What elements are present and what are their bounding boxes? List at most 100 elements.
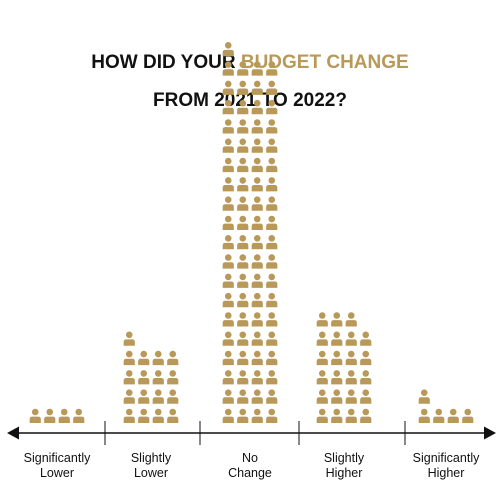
- person-icon: [266, 273, 278, 288]
- person-icon: [251, 273, 263, 288]
- person-icon: [266, 408, 278, 423]
- person-icon: [251, 331, 263, 346]
- person-icon: [237, 331, 249, 346]
- person-icon: [462, 408, 474, 423]
- person-icon: [222, 99, 234, 115]
- person-icon: [123, 350, 135, 366]
- person-icon: [123, 389, 135, 404]
- person-icon: [251, 61, 263, 76]
- person-icon: [345, 370, 357, 385]
- person-icon: [222, 42, 234, 57]
- x-axis-tick-label: No Change: [228, 451, 272, 480]
- person-icon: [360, 370, 372, 385]
- person-icon: [360, 389, 372, 404]
- person-icon: [237, 177, 249, 192]
- person-icon: [418, 389, 430, 404]
- person-icon: [266, 61, 278, 76]
- person-icon: [222, 370, 234, 385]
- person-icon: [266, 177, 278, 192]
- person-icon: [316, 350, 328, 366]
- person-icon: [237, 99, 249, 115]
- person-icon: [266, 254, 278, 269]
- person-icon: [266, 157, 278, 173]
- person-icon: [222, 312, 234, 327]
- person-icon: [331, 312, 343, 327]
- chart-title-highlight: BUDGET CHANGE: [241, 52, 409, 73]
- person-icon: [345, 350, 357, 366]
- x-axis-ticks: [104, 421, 406, 445]
- person-icon: [251, 215, 263, 230]
- person-icon: [251, 80, 263, 95]
- person-icon: [222, 157, 234, 173]
- person-icon: [29, 408, 41, 423]
- person-icon: [360, 350, 372, 366]
- person-icon: [237, 80, 249, 95]
- person-icon: [251, 350, 263, 366]
- person-icon: [167, 408, 179, 423]
- person-icon: [266, 350, 278, 366]
- person-icon: [331, 331, 343, 346]
- person-icon: [123, 331, 135, 346]
- x-axis-tick-label: Slightly Higher: [324, 451, 365, 480]
- person-icon: [237, 312, 249, 327]
- pictogram-icons: [29, 42, 474, 423]
- person-icon: [123, 370, 135, 385]
- person-icon: [222, 177, 234, 192]
- person-icon: [222, 273, 234, 288]
- person-icon: [237, 196, 249, 211]
- person-icon: [237, 273, 249, 288]
- person-icon: [222, 254, 234, 269]
- person-icon: [266, 196, 278, 211]
- person-icon: [167, 389, 179, 404]
- person-icon: [222, 138, 234, 153]
- person-icon: [222, 408, 234, 423]
- person-icon: [152, 408, 164, 423]
- person-icon: [73, 408, 85, 423]
- person-icon: [266, 370, 278, 385]
- person-icon: [222, 350, 234, 366]
- x-axis-tick-label: Significantly Lower: [24, 451, 91, 480]
- person-icon: [266, 215, 278, 230]
- person-icon: [123, 408, 135, 423]
- person-icon: [237, 389, 249, 404]
- person-icon: [266, 312, 278, 327]
- person-icon: [251, 389, 263, 404]
- person-icon: [316, 331, 328, 346]
- person-icon: [222, 331, 234, 346]
- person-icon: [316, 370, 328, 385]
- person-icon: [266, 331, 278, 346]
- person-icon: [345, 312, 357, 327]
- person-icon: [237, 119, 249, 134]
- person-icon: [331, 370, 343, 385]
- person-icon: [345, 331, 357, 346]
- person-icon: [222, 196, 234, 211]
- person-icon: [222, 80, 234, 95]
- person-icon: [316, 408, 328, 423]
- person-icon: [251, 254, 263, 269]
- person-icon: [345, 408, 357, 423]
- x-axis-left-arrow-icon: [7, 426, 19, 440]
- person-icon: [266, 138, 278, 153]
- person-icon: [222, 215, 234, 230]
- person-icon: [251, 157, 263, 173]
- person-icon: [251, 312, 263, 327]
- x-axis-tick-label: Slightly Lower: [131, 451, 172, 480]
- person-icon: [152, 350, 164, 366]
- person-icon: [237, 157, 249, 173]
- person-icon: [266, 389, 278, 404]
- person-icon: [222, 61, 234, 76]
- person-icon: [237, 61, 249, 76]
- person-icon: [251, 119, 263, 134]
- person-icon: [138, 408, 150, 423]
- person-icon: [138, 370, 150, 385]
- person-icon: [237, 370, 249, 385]
- person-icon: [266, 235, 278, 250]
- person-icon: [331, 350, 343, 366]
- person-icon: [237, 138, 249, 153]
- person-icon: [251, 99, 263, 115]
- person-icon: [237, 408, 249, 423]
- person-icon: [266, 119, 278, 134]
- chart-title-prefix: HOW DID YOUR: [91, 52, 241, 73]
- person-icon: [433, 408, 445, 423]
